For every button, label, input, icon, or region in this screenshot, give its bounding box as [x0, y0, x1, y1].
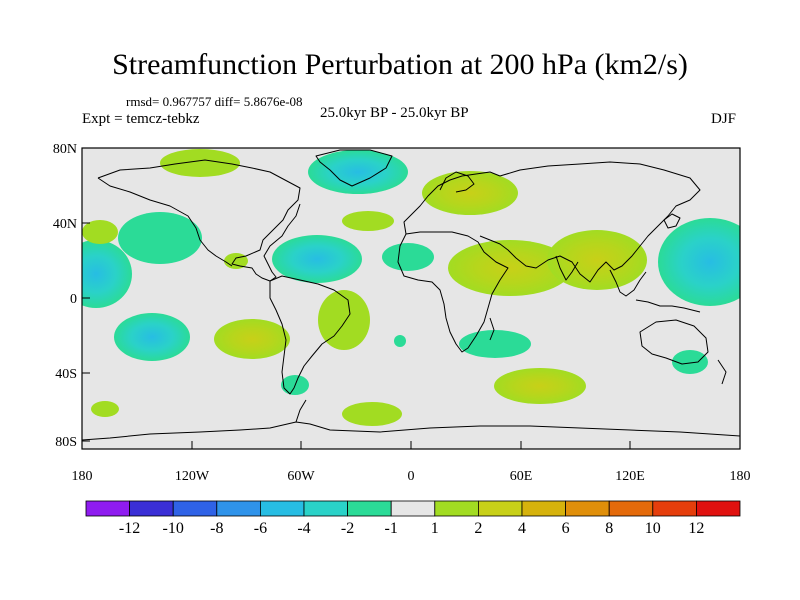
anomaly-positive-pacific-southwest	[91, 401, 119, 417]
anomaly-positive-atlantic-north	[342, 211, 394, 231]
y-label-40s: 40S	[55, 367, 77, 382]
coastline-japan	[663, 213, 681, 229]
map-background	[82, 148, 740, 449]
y-label-80s: 80S	[55, 435, 77, 450]
anomaly-positive-south-asia	[547, 230, 647, 290]
anomaly-negative-indian-ocean	[459, 330, 531, 358]
colorbar-label: 4	[518, 520, 526, 537]
period-label: 25.0kyr BP - 25.0kyr BP	[320, 105, 469, 121]
coastline-africa	[397, 231, 509, 353]
coastline-scandinavia	[439, 171, 475, 193]
y-label-80n: 80N	[53, 142, 77, 157]
anomaly-positive-south-atlantic	[318, 290, 370, 350]
coastline-south-america	[269, 275, 351, 395]
colorbar-label: -4	[297, 520, 310, 537]
anomaly-negative-west-pacific	[658, 218, 740, 306]
anomaly-negative-pacific-south	[114, 313, 190, 361]
coastline-asia	[479, 161, 701, 283]
colorbar-label: 10	[645, 520, 661, 537]
anomaly-positive-south-pacific	[214, 319, 290, 359]
anomaly-positive-antarctic	[342, 402, 402, 426]
colorbar-label: -10	[163, 520, 184, 537]
colorbar	[85, 500, 741, 517]
x-label-120w: 120W	[175, 469, 210, 484]
anomaly-positive-africa-asia	[448, 240, 572, 296]
colorbar-swatch	[347, 500, 392, 517]
coastline-north-america	[97, 159, 301, 282]
x-label-180e: 180	[730, 469, 751, 484]
y-label-0: 0	[70, 292, 77, 307]
colorbar-label: 2	[474, 520, 482, 537]
anomaly-negative-south-atlantic-east	[394, 335, 406, 347]
chart-title: Streamfunction Perturbation at 200 hPa (…	[112, 48, 688, 81]
anomaly-negative-pacific-west	[82, 240, 132, 308]
coastline-indonesia	[635, 299, 701, 313]
anomaly-negative-atlantic-tropical	[382, 243, 434, 271]
colorbar-swatch	[608, 500, 654, 517]
x-label-60e: 60E	[510, 469, 533, 484]
colorbar-swatch	[521, 500, 566, 517]
colorbar-label: -2	[341, 520, 354, 537]
coastline-europe	[403, 171, 501, 235]
stats-text: rmsd= 0.967757 diff= 5.8676e-08	[126, 94, 303, 109]
anomaly-negative-caribbean	[272, 235, 362, 283]
anomaly-positive-pacific-small	[82, 220, 118, 244]
anomaly-negative-north-america	[118, 212, 202, 264]
coastline-india	[555, 255, 579, 281]
colorbar-swatch	[477, 500, 523, 517]
colorbar-label: -1	[385, 520, 398, 537]
colorbar-label: -12	[119, 520, 140, 537]
colorbar-swatch	[129, 500, 174, 517]
coastline-australia	[639, 319, 709, 365]
experiment-label: Expt = temcz-tebkz	[82, 111, 200, 127]
anomaly-positive-southern-indian	[494, 368, 586, 404]
x-label-180w: 180	[72, 469, 93, 484]
colorbar-labels: -12 -10 -8 -6 -4 -2 -1 1 2 4 6 8 10 12	[119, 520, 704, 537]
coastline-new-zealand	[717, 359, 727, 385]
colorbar-swatch	[390, 500, 436, 517]
colorbar-swatch	[565, 500, 610, 517]
coastline-madagascar	[489, 317, 495, 341]
y-label-40n: 40N	[53, 217, 77, 232]
anomaly-positive-arctic-america	[160, 149, 240, 177]
x-label-120e: 120E	[615, 469, 645, 484]
anomaly-negative-australia-east	[672, 350, 708, 374]
colorbar-swatch	[85, 500, 130, 517]
colorbar-swatch	[216, 500, 261, 517]
x-label-0: 0	[408, 469, 415, 484]
colorbar-label: 1	[431, 520, 439, 537]
coastline-southeast-asia	[609, 269, 647, 297]
season-label: DJF	[711, 111, 737, 127]
colorbar-label: 6	[562, 520, 570, 537]
x-label-60w: 60W	[287, 469, 315, 484]
colorbar-swatch	[259, 500, 305, 517]
colorbar-swatch	[303, 500, 348, 517]
coastline-antarctic-peninsula	[295, 399, 307, 423]
colorbar-label: -8	[210, 520, 223, 537]
colorbar-swatch	[434, 500, 479, 517]
colorbar-swatch	[172, 500, 218, 517]
colorbar-label: 12	[688, 520, 704, 537]
anomaly-positive-europe	[422, 171, 518, 215]
colorbar-swatch	[696, 500, 741, 517]
coastline-north-america-west	[97, 177, 233, 267]
anomaly-negative-greenland	[308, 150, 408, 194]
colorbar-label: -6	[254, 520, 267, 537]
colorbar-label: 8	[605, 520, 613, 537]
colorbar-swatch	[652, 500, 697, 517]
coastline-greenland	[315, 149, 393, 187]
coastline-antarctica	[82, 421, 740, 441]
